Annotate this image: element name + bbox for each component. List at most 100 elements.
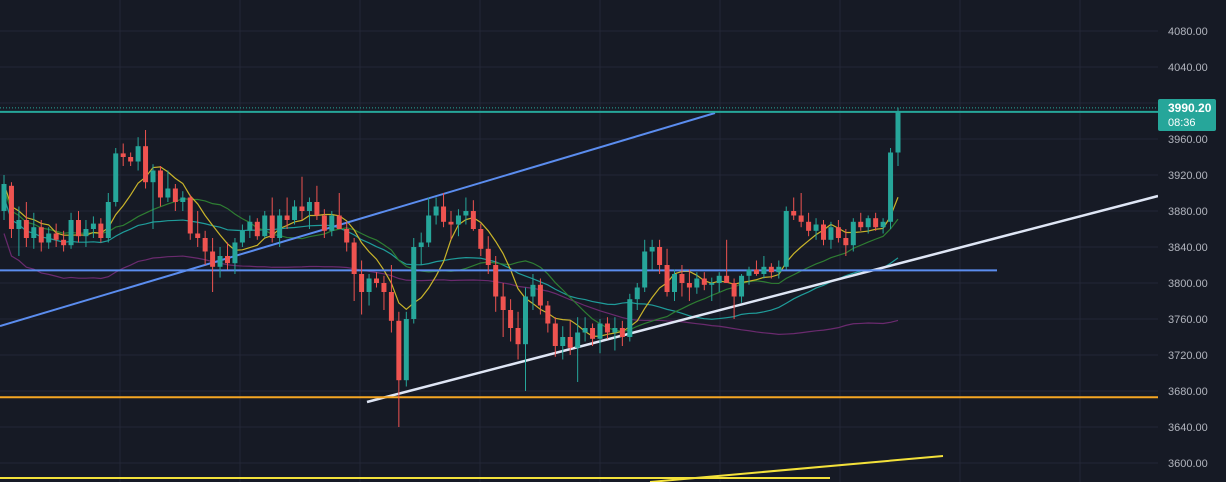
trend-drawings[interactable] [0,107,1159,482]
candle-body-28 [210,251,216,267]
candle-body-83 [619,328,625,337]
candle-body-81 [604,323,610,333]
candlestick-series [1,107,901,427]
candle-body-110 [821,224,826,240]
candle-body-49 [366,278,372,292]
candle-body-91 [679,274,685,283]
candle-body-98 [731,283,737,297]
candle-body-67 [500,296,506,310]
candle-body-30 [225,256,230,264]
candle-body-70 [523,296,528,345]
price-tick-label-4: 3720.00 [1168,350,1208,362]
candle-body-15 [113,153,119,202]
price-tick-label-13: 4080.00 [1168,26,1208,38]
candle-body-29 [217,256,223,267]
candle-body-54 [403,319,409,381]
candle-body-88 [657,247,663,265]
candle-body-101 [753,269,759,274]
candle-body-77 [575,332,581,348]
candle-body-84 [627,299,633,337]
candle-body-120 [895,112,901,153]
candle-body-68 [508,310,514,328]
candle-body-80 [597,323,603,339]
candle-body-53 [396,320,402,381]
candle-body-34 [254,221,260,237]
last-price-badge [1158,99,1216,131]
candle-body-61 [455,215,461,225]
candle-body-44 [329,215,335,231]
yellow-trendline[interactable] [649,455,944,482]
candle-body-40 [299,206,305,211]
candle-body-2 [16,220,22,229]
candle-body-66 [493,265,499,297]
price-tick-label-12: 4040.00 [1168,62,1208,74]
candle-body-117 [873,218,879,228]
candle-body-55 [411,247,417,319]
candle-body-36 [269,215,275,238]
candle-body-21 [157,170,163,198]
price-tick-label-14: 4120.00 [1168,0,1208,2]
candle-body-74 [552,323,558,346]
candle-body-86 [642,251,648,288]
candle-body-24 [180,197,186,202]
price-tick-label-2: 3640.00 [1168,422,1208,434]
candle-body-26 [195,233,201,238]
candle-body-22 [165,188,171,198]
candle-body-107 [798,215,804,222]
candle-body-99 [739,275,745,297]
candle-body-1 [8,185,14,229]
grid-lines [0,0,1158,482]
candle-body-39 [292,206,298,220]
candle-body-38 [284,215,290,220]
price-axis-panel [1158,0,1226,482]
price-tick-label-6: 3800.00 [1168,278,1208,290]
candle-body-113 [843,238,849,246]
candle-body-109 [813,224,819,231]
price-tick-label-5: 3760.00 [1168,314,1208,326]
candle-body-7 [53,233,59,240]
candle-body-118 [880,221,886,228]
last-price-label: 3990.20 [1168,101,1212,115]
candle-body-56 [418,242,424,247]
candle-body-103 [768,266,774,273]
candle-body-18 [135,146,141,162]
support-trendline[interactable] [366,194,1159,404]
candle-body-17 [128,157,134,162]
candle-body-85 [634,287,640,300]
candle-body-48 [359,274,365,292]
candle-body-63 [470,211,476,229]
candle-body-16 [120,153,126,157]
candle-body-47 [351,242,357,274]
candle-body-4 [31,227,37,238]
channel-trendline[interactable] [0,112,716,327]
candle-body-6 [46,233,52,243]
candle-body-65 [485,248,491,265]
candle-body-46 [344,229,350,243]
price-tick-label-8: 3880.00 [1168,206,1208,218]
price-tick-label-7: 3840.00 [1168,242,1208,254]
candle-body-69 [515,328,521,345]
candle-body-97 [724,275,730,283]
candle-body-76 [567,337,573,348]
candle-body-25 [187,197,193,234]
candle-body-87 [649,247,655,252]
candle-body-94 [701,278,707,285]
candle-body-41 [306,202,312,211]
candle-body-19 [143,146,149,183]
candle-body-114 [850,221,856,246]
candle-body-71 [530,284,536,297]
candle-body-95 [709,283,715,285]
candle-body-93 [694,278,700,288]
price-tick-label-10: 3960.00 [1168,134,1208,146]
candle-body-57 [426,215,432,243]
candle-body-43 [321,215,327,231]
candle-body-64 [478,229,484,249]
candle-body-59 [441,206,447,222]
price-axis[interactable]: 3560.003600.003640.003680.003720.003760.… [1158,0,1226,482]
price-tick-label-9: 3920.00 [1168,170,1208,182]
candle-body-13 [98,223,104,238]
candle-body-82 [612,328,618,333]
candle-body-23 [172,188,178,202]
